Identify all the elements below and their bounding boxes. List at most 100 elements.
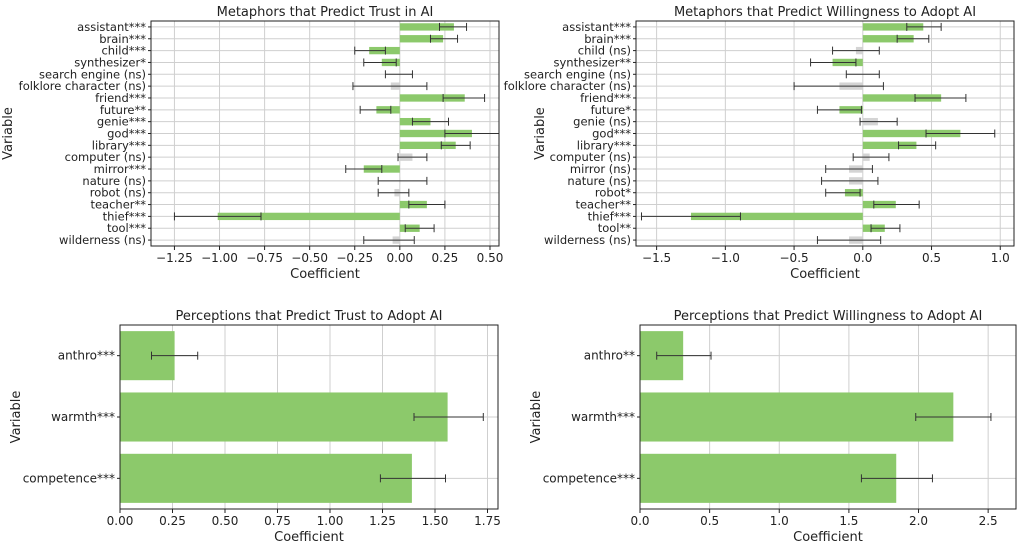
x-tick-label: 1.50 [422,514,449,528]
bar [862,129,961,138]
y-tick-label: computer (ns) [550,150,631,164]
bar [690,212,863,221]
x-axis-label: Coefficient [274,530,344,542]
x-tick-label: −1.0 [711,251,740,265]
x-tick-label: −1.5 [642,251,671,265]
bar [640,453,897,503]
y-tick-label: genie (ns) [573,115,631,129]
y-tick-label: synthesizer* [74,55,146,69]
x-tick-label: 0.75 [264,514,291,528]
chart-title: Perceptions that Predict Trust to Adopt … [176,309,443,324]
bar [862,94,942,102]
x-tick-label: −1.25 [156,251,193,265]
bar [640,392,954,442]
y-tick-label: thief*** [588,209,632,223]
y-tick-label: brain*** [584,32,631,46]
y-tick-label: folklore character (ns) [19,79,146,93]
bar [399,23,454,31]
y-axis-label: Variable [529,391,544,444]
y-tick-label: thief*** [103,209,147,223]
y-tick-label: competence*** [23,471,115,485]
chart-title: Metaphors that Predict Trust in AI [217,5,434,20]
x-tick-label: −0.50 [291,251,328,265]
x-tick-label: −0.25 [336,251,373,265]
x-tick-label: 0.5 [700,514,719,528]
x-tick-label: 0.0 [630,514,649,528]
bar [862,23,924,31]
x-tick-label: −0.5 [780,251,809,265]
x-tick-label: −1.00 [201,251,238,265]
y-tick-label: brain*** [99,32,146,46]
x-tick-label: 2.5 [979,514,998,528]
y-tick-label: wilderness (ns) [59,233,146,247]
x-tick-label: 0.00 [107,514,134,528]
x-tick-label: 0.50 [212,514,239,528]
y-tick-label: child*** [101,44,146,58]
y-tick-label: future* [591,103,632,117]
y-tick-label: mirror (ns) [570,162,631,176]
chart-title: Perceptions that Predict Willingness to … [674,309,983,324]
y-tick-label: god*** [592,127,631,141]
y-tick-label: synthesizer** [554,55,632,69]
y-tick-label: god*** [107,127,146,141]
x-tick-label: 1.5 [839,514,858,528]
y-tick-label: competence*** [543,471,635,485]
y-tick-label: friend*** [95,91,146,105]
x-tick-label: 1.0 [770,514,789,528]
y-tick-label: teacher** [575,198,631,212]
x-tick-label: 0.50 [477,251,504,265]
bar [399,35,444,43]
x-axis-label: Coefficient [290,267,360,282]
y-tick-label: anthro*** [58,349,115,363]
y-tick-label: friend*** [580,91,631,105]
y-tick-label: nature (ns) [567,174,631,188]
x-tick-label: 1.00 [317,514,344,528]
x-tick-label: 0.25 [159,514,186,528]
y-tick-label: library*** [577,138,631,152]
y-tick-label: assistant*** [562,20,631,34]
y-tick-label: library*** [92,138,146,152]
y-tick-label: computer (ns) [65,150,146,164]
chart-title: Metaphors that Predict Willingness to Ad… [674,5,976,20]
y-tick-label: tool** [598,221,632,235]
y-axis-label: Variable [533,107,548,160]
y-tick-label: tool*** [107,221,146,235]
x-tick-label: 2.0 [909,514,928,528]
y-tick-label: mirror*** [94,162,147,176]
y-tick-label: robot* [595,186,631,200]
y-tick-label: warmth*** [51,410,115,424]
x-tick-label: 0.25 [432,251,459,265]
bar [862,141,917,150]
y-tick-label: robot (ns) [90,186,146,200]
y-tick-label: search engine (ns) [524,67,631,81]
y-axis-label: Variable [9,391,24,444]
bar [399,94,465,102]
x-tick-label: 0.0 [853,251,872,265]
bar [217,212,400,221]
y-tick-label: future** [100,103,146,117]
x-tick-label: 0.00 [386,251,413,265]
bar [120,453,412,503]
x-tick-label: −0.75 [246,251,283,265]
x-tick-label: 1.25 [369,514,396,528]
y-tick-label: nature (ns) [82,174,146,188]
y-tick-label: warmth*** [571,410,635,424]
y-tick-label: genie*** [97,115,146,129]
y-tick-label: wilderness (ns) [544,233,631,247]
bar [862,35,914,43]
x-tick-label: 0.5 [922,251,941,265]
y-tick-label: search engine (ns) [39,67,146,81]
bar [120,392,448,442]
bar [399,141,456,150]
x-axis-label: Coefficient [790,267,860,282]
y-tick-label: assistant*** [77,20,146,34]
y-tick-label: anthro** [584,349,635,363]
y-tick-label: teacher** [90,198,146,212]
y-axis-label: Variable [1,107,16,160]
x-tick-label: 1.0 [991,251,1010,265]
x-tick-label: 1.75 [474,514,501,528]
y-tick-label: child (ns) [578,44,631,58]
x-axis-label: Coefficient [793,530,863,542]
